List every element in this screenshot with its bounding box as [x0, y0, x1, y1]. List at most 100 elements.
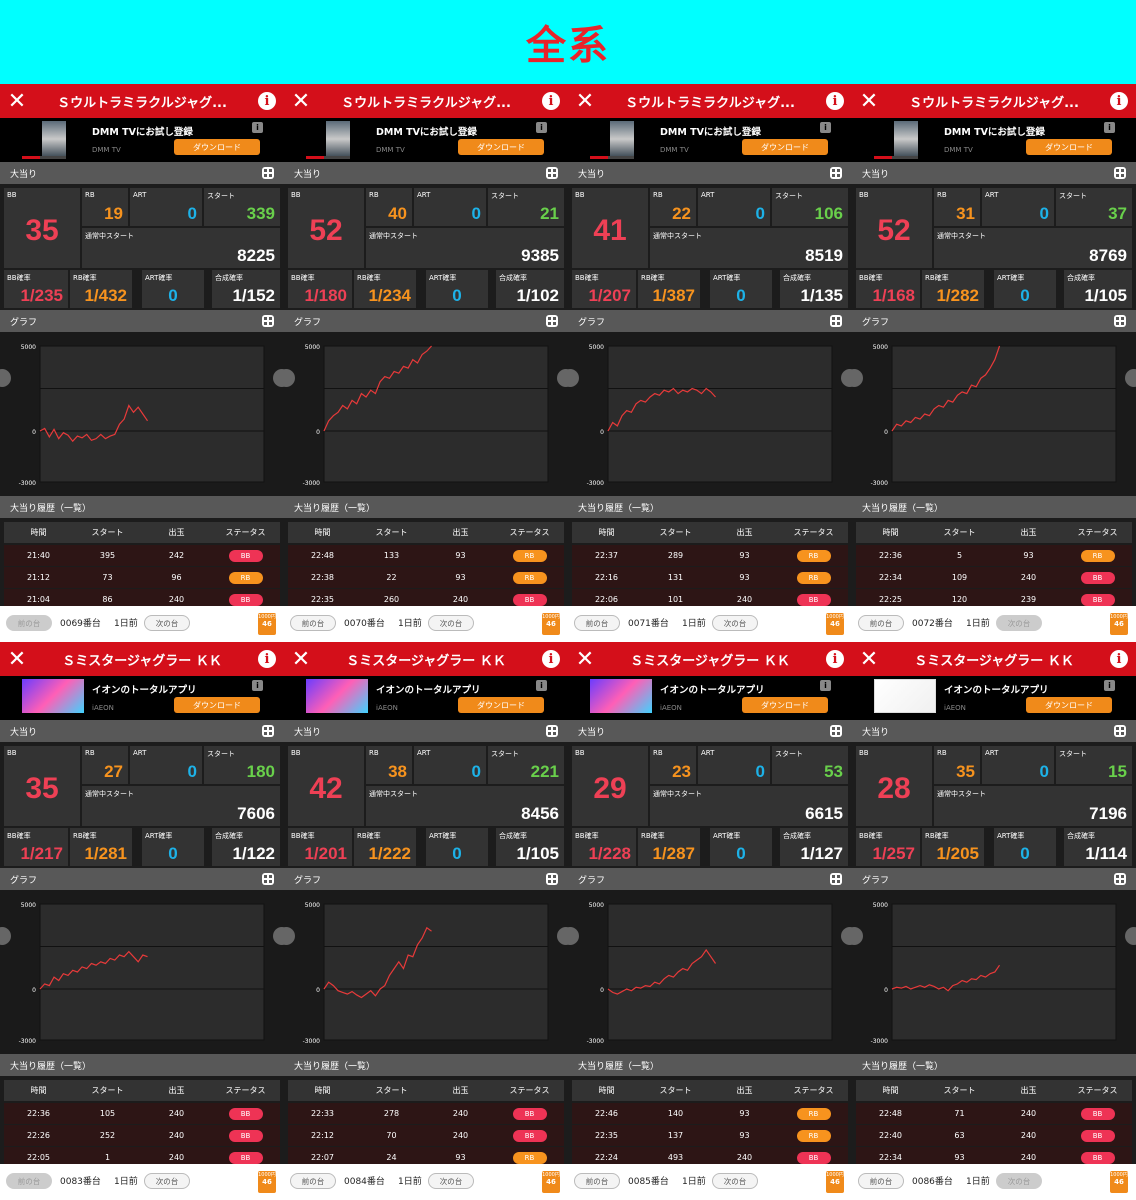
next-machine-button[interactable]: 次の台: [428, 1173, 474, 1189]
ad-info-icon[interactable]: i: [1104, 680, 1115, 691]
next-machine-button[interactable]: 次の台: [144, 615, 190, 631]
ad-info-icon[interactable]: i: [536, 680, 547, 691]
history-row[interactable]: 22:25 120 239 BB: [856, 589, 1132, 610]
info-icon[interactable]: i: [1110, 92, 1128, 110]
ad-download-button[interactable]: ダウンロード: [742, 697, 828, 713]
info-icon[interactable]: i: [1110, 650, 1128, 668]
graph-prev-arrow[interactable]: [852, 927, 863, 945]
history-row[interactable]: 22:16 131 93 RB: [572, 567, 848, 588]
info-icon[interactable]: i: [542, 92, 560, 110]
history-row[interactable]: 21:04 86 240 BB: [4, 589, 280, 610]
graph-prev-arrow[interactable]: [568, 927, 579, 945]
graph-next-arrow[interactable]: [841, 369, 852, 387]
ad-banner[interactable]: DMM TVにお試し登録 DMM TV ダウンロード i: [568, 118, 852, 162]
next-machine-button[interactable]: 次の台: [712, 1173, 758, 1189]
prev-machine-button[interactable]: 前の台: [858, 615, 904, 631]
ad-download-button[interactable]: ダウンロード: [742, 139, 828, 155]
history-row[interactable]: 21:12 73 96 RB: [4, 567, 280, 588]
ad-info-icon[interactable]: i: [820, 680, 831, 691]
prev-machine-button[interactable]: 前の台: [574, 615, 620, 631]
prev-machine-button[interactable]: 前の台: [6, 615, 52, 631]
ad-download-button[interactable]: ダウンロード: [174, 139, 260, 155]
history-row[interactable]: 22:36 105 240 BB: [4, 1103, 280, 1124]
graph-prev-arrow[interactable]: [284, 927, 295, 945]
grid-icon[interactable]: [1114, 167, 1126, 179]
ad-download-button[interactable]: ダウンロード: [458, 139, 544, 155]
graph-next-arrow[interactable]: [841, 927, 852, 945]
ad-info-icon[interactable]: i: [1104, 122, 1115, 133]
grid-icon[interactable]: [1114, 315, 1126, 327]
info-icon[interactable]: i: [258, 92, 276, 110]
history-row[interactable]: 22:40 63 240 BB: [856, 1125, 1132, 1146]
close-icon[interactable]: ✕: [291, 646, 311, 672]
history-row[interactable]: 22:07 24 93 RB: [288, 1147, 564, 1168]
history-row[interactable]: 22:35 137 93 RB: [572, 1125, 848, 1146]
ad-banner[interactable]: イオンのトータルアプリ iAEON ダウンロード i: [0, 676, 284, 720]
ad-download-button[interactable]: ダウンロード: [1026, 697, 1112, 713]
graph-prev-arrow[interactable]: [852, 369, 863, 387]
next-machine-button[interactable]: 次の台: [144, 1173, 190, 1189]
grid-icon[interactable]: [262, 873, 274, 885]
info-icon[interactable]: i: [826, 650, 844, 668]
history-row[interactable]: 22:37 289 93 RB: [572, 545, 848, 566]
next-machine-button[interactable]: 次の台: [996, 615, 1042, 631]
grid-icon[interactable]: [262, 315, 274, 327]
ad-download-button[interactable]: ダウンロード: [1026, 139, 1112, 155]
prev-machine-button[interactable]: 前の台: [858, 1173, 904, 1189]
ad-info-icon[interactable]: i: [820, 122, 831, 133]
ad-banner[interactable]: DMM TVにお試し登録 DMM TV ダウンロード i: [284, 118, 568, 162]
history-row[interactable]: 22:05 1 240 BB: [4, 1147, 280, 1168]
ad-banner[interactable]: イオンのトータルアプリ iAEON ダウンロード i: [852, 676, 1136, 720]
history-row[interactable]: 22:48 71 240 BB: [856, 1103, 1132, 1124]
grid-icon[interactable]: [546, 167, 558, 179]
graph-next-arrow[interactable]: [273, 369, 284, 387]
prev-machine-button[interactable]: 前の台: [6, 1173, 52, 1189]
close-icon[interactable]: ✕: [7, 646, 27, 672]
grid-icon[interactable]: [830, 315, 842, 327]
grid-icon[interactable]: [546, 725, 558, 737]
history-row[interactable]: 22:46 140 93 RB: [572, 1103, 848, 1124]
ad-banner[interactable]: イオンのトータルアプリ iAEON ダウンロード i: [568, 676, 852, 720]
ad-download-button[interactable]: ダウンロード: [174, 697, 260, 713]
ad-info-icon[interactable]: i: [536, 122, 547, 133]
graph-prev-arrow[interactable]: [284, 369, 295, 387]
ad-banner[interactable]: イオンのトータルアプリ iAEON ダウンロード i: [284, 676, 568, 720]
info-icon[interactable]: i: [826, 92, 844, 110]
info-icon[interactable]: i: [258, 650, 276, 668]
graph-prev-arrow[interactable]: [568, 369, 579, 387]
history-row[interactable]: 22:36 5 93 RB: [856, 545, 1132, 566]
grid-icon[interactable]: [1114, 725, 1126, 737]
prev-machine-button[interactable]: 前の台: [574, 1173, 620, 1189]
history-row[interactable]: 22:48 133 93 RB: [288, 545, 564, 566]
history-row[interactable]: 22:06 101 240 BB: [572, 589, 848, 610]
graph-next-arrow[interactable]: [557, 369, 568, 387]
info-icon[interactable]: i: [542, 650, 560, 668]
grid-icon[interactable]: [546, 873, 558, 885]
grid-icon[interactable]: [830, 725, 842, 737]
history-row[interactable]: 22:35 260 240 BB: [288, 589, 564, 610]
history-row[interactable]: 22:33 278 240 BB: [288, 1103, 564, 1124]
ad-download-button[interactable]: ダウンロード: [458, 697, 544, 713]
ad-banner[interactable]: DMM TVにお試し登録 DMM TV ダウンロード i: [852, 118, 1136, 162]
close-icon[interactable]: ✕: [859, 646, 879, 672]
grid-icon[interactable]: [1114, 873, 1126, 885]
grid-icon[interactable]: [830, 873, 842, 885]
history-row[interactable]: 21:40 395 242 BB: [4, 545, 280, 566]
ad-info-icon[interactable]: i: [252, 680, 263, 691]
prev-machine-button[interactable]: 前の台: [290, 615, 336, 631]
ad-banner[interactable]: DMM TVにお試し登録 DMM TV ダウンロード i: [0, 118, 284, 162]
close-icon[interactable]: ✕: [291, 88, 311, 114]
grid-icon[interactable]: [262, 167, 274, 179]
history-row[interactable]: 22:34 93 240 BB: [856, 1147, 1132, 1168]
graph-next-arrow[interactable]: [1125, 369, 1136, 387]
close-icon[interactable]: ✕: [575, 646, 595, 672]
grid-icon[interactable]: [830, 167, 842, 179]
history-row[interactable]: 22:34 109 240 BB: [856, 567, 1132, 588]
history-row[interactable]: 22:12 70 240 BB: [288, 1125, 564, 1146]
graph-next-arrow[interactable]: [557, 927, 568, 945]
next-machine-button[interactable]: 次の台: [996, 1173, 1042, 1189]
grid-icon[interactable]: [546, 315, 558, 327]
graph-next-arrow[interactable]: [1125, 927, 1136, 945]
history-row[interactable]: 22:24 493 240 BB: [572, 1147, 848, 1168]
next-machine-button[interactable]: 次の台: [428, 615, 474, 631]
